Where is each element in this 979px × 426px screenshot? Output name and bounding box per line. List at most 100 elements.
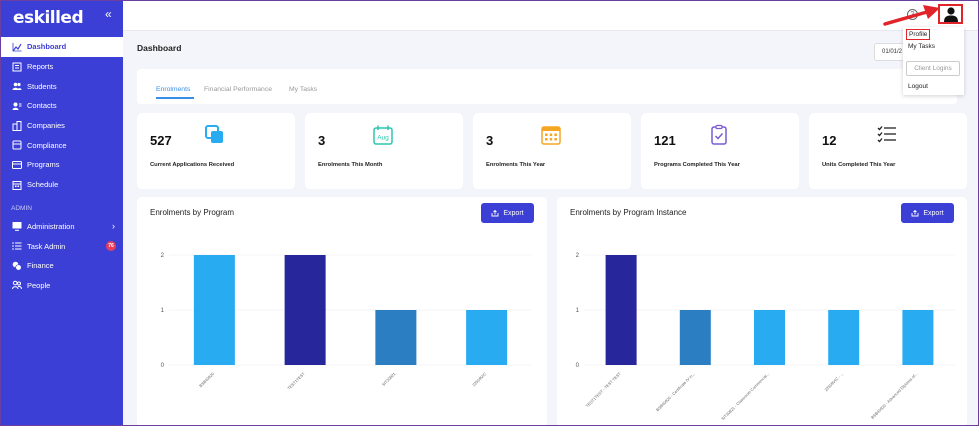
y-tick-label: 1: [576, 308, 580, 314]
bar[interactable]: [375, 310, 417, 365]
stat-label: Units Completed This Year: [822, 162, 896, 168]
sidebar-item-label: Administration: [27, 221, 75, 231]
chart-line-icon: [11, 42, 22, 52]
sidebar-item-contacts[interactable]: Contacts: [1, 96, 123, 116]
copy-icon: [205, 125, 223, 143]
sidebar-item-label: Compliance: [27, 140, 67, 150]
export-button[interactable]: Export: [901, 203, 954, 223]
chart-enrolments-by-program: 0 1 2 BSB40920 TEST1TEST SIT30821 22509VIC: [161, 253, 532, 391]
x-tick-label: SIT30821: [381, 371, 397, 387]
tab-my-tasks[interactable]: My Tasks: [289, 86, 318, 93]
bar[interactable]: [828, 310, 860, 365]
menu-item-profile[interactable]: Profile: [906, 29, 931, 40]
stat-label: Enrolments This Year: [486, 162, 546, 168]
y-tick-label: 0: [576, 363, 580, 369]
y-tick-label: 2: [161, 253, 165, 259]
sidebar-nav: Dashboard Reports Students Contacts Companie…: [1, 37, 123, 295]
sidebar-item-label: Reports: [27, 62, 54, 72]
export-button[interactable]: Export: [481, 203, 534, 223]
calendar-month-text: Aug: [377, 135, 389, 142]
stat-label: Programs Completed This Year: [654, 162, 740, 168]
bar[interactable]: [605, 255, 637, 365]
stat-value: 3: [318, 133, 326, 148]
stat-card-applications: 527 Current Applications Received: [137, 113, 295, 189]
stat-card-enrolments-month: 3 Enrolments This Month Aug: [305, 113, 463, 189]
bar[interactable]: [754, 310, 785, 365]
logo[interactable]: eskilled: [13, 7, 84, 29]
sidebar-item-label: Task Admin: [27, 241, 66, 251]
x-tick-label: BSB40920 - Certificate IV in...: [655, 371, 696, 412]
task-list-icon: [877, 126, 896, 143]
collapse-sidebar-icon[interactable]: «: [105, 7, 112, 21]
logo-text: eskilled: [13, 8, 84, 28]
x-tick-label: TEST1TEST - TEST TEST: [585, 371, 623, 409]
sidebar-item-administration[interactable]: Administration ›: [1, 217, 123, 237]
chart-card-enrolments-by-program: Enrolments by Program Export 0 1 2 BSB40920…: [137, 197, 547, 425]
active-tab-indicator: [156, 97, 194, 99]
checklist-icon: [711, 124, 727, 145]
chart-title: Enrolments by Program: [150, 208, 235, 217]
stat-card-units-completed: 12 Units Completed This Year: [809, 113, 967, 189]
sidebar-item-dashboard[interactable]: Dashboard: [1, 37, 123, 57]
sidebar-item-companies[interactable]: Companies: [1, 116, 123, 136]
sidebar-item-label: Schedule: [27, 180, 59, 190]
sidebar-item-task-admin[interactable]: Task Admin 76: [1, 236, 123, 256]
stat-value: 3: [486, 133, 494, 148]
monitor-icon: [11, 221, 22, 232]
tabs-bar: Enrolments Financial Performance My Task…: [137, 69, 957, 104]
sidebar-item-reports[interactable]: Reports: [1, 57, 123, 77]
tab-financial-performance[interactable]: Financial Performance: [204, 86, 272, 93]
y-tick-label: 1: [161, 308, 165, 314]
bar[interactable]: [679, 310, 711, 365]
building-icon: [11, 120, 22, 131]
user-menu-button[interactable]: [938, 4, 963, 24]
sidebar-item-label: Programs: [27, 160, 60, 170]
list-icon: [11, 241, 22, 251]
export-icon: [911, 209, 919, 216]
bar[interactable]: [193, 255, 235, 365]
sidebar-item-programs[interactable]: Programs: [1, 155, 123, 175]
stat-value: 527: [150, 133, 172, 148]
sidebar-item-people[interactable]: People: [1, 276, 123, 296]
bar[interactable]: [284, 255, 326, 365]
sidebar-item-finance[interactable]: Finance: [1, 256, 123, 276]
x-tick-label: BSB40920 - Advanced Diploma of...: [870, 371, 919, 420]
annotation-arrow-icon: [883, 5, 940, 26]
x-tick-label: 22509VIC - ...: [823, 371, 844, 392]
compliance-icon: [11, 140, 22, 150]
tab-enrolments[interactable]: Enrolments: [156, 86, 191, 93]
sidebar: eskilled « Dashboard Reports Students Conta…: [1, 1, 123, 425]
users-icon: [11, 81, 22, 91]
top-bar: ?: [123, 1, 978, 31]
sidebar-item-compliance[interactable]: Compliance: [1, 135, 123, 155]
chart-card-enrolments-by-program-instance: Enrolments by Program Instance Export 0 1…: [557, 197, 967, 425]
bar[interactable]: [902, 310, 934, 365]
client-logins-button[interactable]: Client Logins: [906, 61, 960, 76]
chart-title: Enrolments by Program Instance: [570, 208, 687, 217]
bar[interactable]: [466, 310, 508, 365]
menu-item-logout[interactable]: Logout: [908, 83, 928, 90]
sidebar-item-label: Finance: [27, 261, 54, 271]
x-tick-label: TEST1TEST: [286, 371, 306, 391]
sidebar-item-label: Companies: [27, 121, 65, 131]
chevron-right-icon: ›: [112, 221, 115, 232]
sidebar-item-label: Students: [27, 81, 57, 91]
chart-enrolments-by-program-instance: 0 1 2 TEST1TEST - TEST TEST BSB40920 - Certi…: [576, 253, 955, 421]
stat-label: Current Applications Received: [150, 162, 235, 168]
sidebar-item-students[interactable]: Students: [1, 76, 123, 96]
stat-label: Enrolments This Month: [318, 162, 383, 168]
user-dropdown-menu: Profile My Tasks Client Logins Logout: [903, 27, 964, 95]
sidebar-item-schedule[interactable]: Schedule: [1, 175, 123, 195]
page-title: Dashboard: [137, 43, 182, 53]
x-tick-label: 22509VIC: [471, 371, 487, 387]
stat-value: 121: [654, 133, 676, 148]
y-tick-label: 2: [576, 253, 580, 259]
export-label: Export: [503, 209, 524, 217]
menu-item-my-tasks[interactable]: My Tasks: [908, 43, 935, 50]
calendar-grid-icon: [541, 126, 561, 145]
contacts-icon: [11, 101, 22, 111]
export-icon: [491, 209, 499, 216]
y-tick-label: 0: [161, 363, 165, 369]
x-tick-label: SIT30821 - Classroom Commercial...: [720, 371, 770, 421]
